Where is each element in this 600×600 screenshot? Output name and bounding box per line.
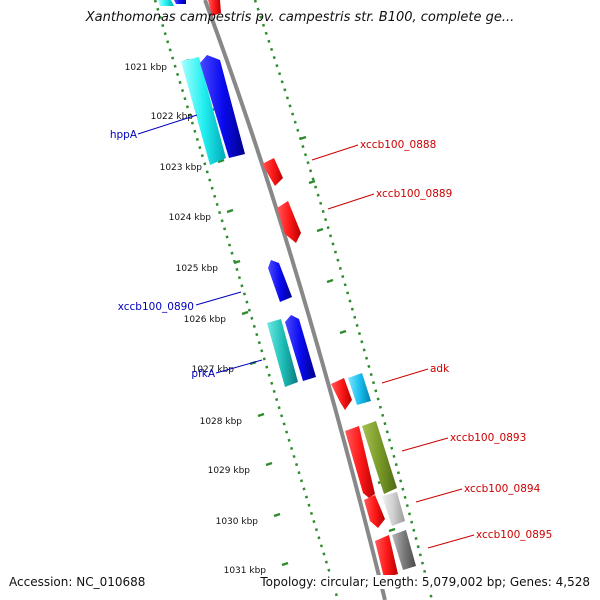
gene-xccb100-0893-red xyxy=(345,426,375,498)
label-xccb100-0894[interactable]: xccb100_0894 xyxy=(464,483,541,495)
leader-hppA xyxy=(137,114,198,135)
scale-tick xyxy=(388,527,396,533)
scale-label: 1031 kbp xyxy=(224,566,267,576)
leader-xccb100-0888 xyxy=(311,144,359,161)
scale-tick xyxy=(326,278,334,284)
label-pfkA[interactable]: pfkA xyxy=(191,368,215,380)
leader-xccb100-0890 xyxy=(195,291,242,306)
leader-xccb100-0893 xyxy=(401,437,449,452)
scale-tick xyxy=(233,259,241,265)
scale-label: 1021 kbp xyxy=(125,63,168,73)
scale-labels: 1021 kbp 1022 kbp 1023 kbp 1024 kbp 1025 kbp… xyxy=(125,63,267,576)
gene-top-partial-red xyxy=(208,0,221,16)
accession-text: Accession: NC_010688 xyxy=(9,575,146,589)
scale-tick xyxy=(217,158,225,164)
scale-tick xyxy=(241,310,249,316)
scale-label: 1028 kbp xyxy=(200,417,243,427)
inner-tick-track xyxy=(153,0,340,600)
leader-pfkA xyxy=(215,359,263,374)
label-xccb100-0895[interactable]: xccb100_0895 xyxy=(476,529,552,541)
scale-label: 1029 kbp xyxy=(208,466,251,476)
leader-adk xyxy=(381,368,429,384)
label-xccb100-0893[interactable]: xccb100_0893 xyxy=(450,432,526,444)
label-xccb100-0888[interactable]: xccb100_0888 xyxy=(360,139,436,151)
label-xccb100-0890[interactable]: xccb100_0890 xyxy=(118,301,194,313)
gene-hppA-blue xyxy=(200,55,245,158)
gene-xccb100-0894-silver xyxy=(382,492,405,526)
scale-tick xyxy=(273,512,281,518)
gene-adk-red xyxy=(331,378,352,410)
gene-xccb100-0894-red xyxy=(364,495,385,528)
leader-xccb100-0894 xyxy=(415,488,463,503)
scale-label: 1026 kbp xyxy=(184,315,227,325)
leader-xccb100-0895 xyxy=(427,534,475,549)
scale-tick xyxy=(339,329,347,335)
map-title: Xanthomonas campestris pv. campestris st… xyxy=(85,10,515,25)
gene-xccb100-0893-olive xyxy=(362,421,397,494)
genome-backbone xyxy=(203,0,387,600)
scale-label: 1025 kbp xyxy=(176,264,219,274)
scale-tick xyxy=(226,208,234,214)
scale-label: 1024 kbp xyxy=(169,213,212,223)
scale-tick xyxy=(308,179,316,185)
gene-xccb100-0890 xyxy=(268,260,292,302)
gene-top-partial-blue xyxy=(174,0,186,4)
scale-tick xyxy=(299,135,307,141)
scale-label: 1027 kbp xyxy=(192,365,235,375)
gene-xccb100-0889 xyxy=(277,201,301,243)
gene-pfkA-blue xyxy=(285,315,316,381)
label-hppA[interactable]: hppA xyxy=(110,129,138,141)
scale-label: 1030 kbp xyxy=(216,517,259,527)
gene-xccb100-0895-grey xyxy=(392,530,416,570)
scale-label: 1023 kbp xyxy=(160,163,203,173)
gene-adk-sky xyxy=(348,373,371,405)
gene-top-partial-cyan xyxy=(158,0,174,6)
gene-xccb100-0888 xyxy=(262,158,283,186)
gene-pfkA-teal xyxy=(267,319,298,387)
scale-tick xyxy=(257,412,265,418)
topology-summary: Topology: circular; Length: 5,079,002 bp… xyxy=(260,575,590,589)
gene-hppA-cyan xyxy=(181,57,226,165)
label-adk[interactable]: adk xyxy=(430,363,450,375)
gene-xccb100-0895-red xyxy=(375,535,398,578)
scale-tick xyxy=(281,561,289,567)
leader-xccb100-0889 xyxy=(327,193,375,210)
label-xccb100-0889[interactable]: xccb100_0889 xyxy=(376,188,452,200)
scale-tick xyxy=(265,461,273,467)
scale-label: 1022 kbp xyxy=(151,112,194,122)
scale-tick xyxy=(316,227,324,233)
